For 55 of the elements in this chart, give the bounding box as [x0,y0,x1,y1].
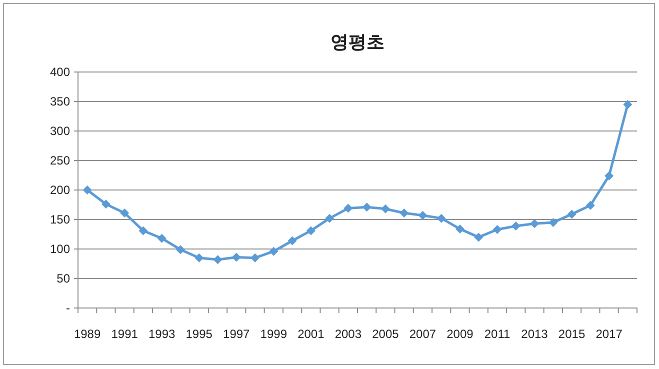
point [436,214,446,223]
x-tick-label: 1999 [260,327,288,341]
point [418,210,428,220]
y-tick-label: 150 [50,212,70,226]
point [474,232,484,242]
point [511,221,520,230]
point [325,214,334,223]
y-tick-label: 250 [50,154,70,168]
x-tick-label: 2007 [409,327,436,341]
y-tick-label: 100 [50,242,70,256]
point [380,204,390,214]
x-tick-label: 1997 [223,327,250,341]
point [120,208,130,218]
point [548,218,558,227]
point [400,208,409,218]
point [101,200,110,209]
point [157,234,166,243]
point [623,100,632,109]
point [604,171,614,180]
point [362,202,372,212]
x-tick-label: 2005 [372,327,400,341]
x-tick-label: 2009 [446,327,474,341]
point [455,224,464,234]
point [306,226,316,236]
x-tick-label: 2003 [334,327,362,341]
y-tick-label: 350 [50,94,70,108]
point [250,253,260,262]
point [586,200,595,210]
x-tick-label: 1995 [186,327,213,341]
x-tick-label: 2017 [596,327,623,341]
y-tick-label: - [66,301,70,315]
point [269,246,278,256]
point [530,219,540,228]
x-tick-label: 2001 [298,327,325,341]
point [492,225,502,234]
point [344,204,353,213]
y-tick-label: 400 [50,65,70,79]
y-tick-label: 300 [50,124,70,138]
point [567,210,576,219]
chart-title: 영평초 [330,32,384,52]
point [232,252,241,262]
x-tick-label: 1989 [74,327,101,341]
point [176,245,185,254]
x-tick-label: 1993 [148,327,176,341]
point [288,236,297,246]
x-tick-label: 2011 [484,327,510,341]
y-tick-label: 200 [50,183,70,197]
y-tick-label: 50 [56,272,70,286]
point [194,253,204,262]
point [213,255,222,264]
x-tick-label: 1991 [111,327,138,341]
x-tick-label: 2013 [521,327,548,341]
point [82,186,92,194]
point [138,226,148,236]
x-tick-label: 2015 [558,327,586,341]
